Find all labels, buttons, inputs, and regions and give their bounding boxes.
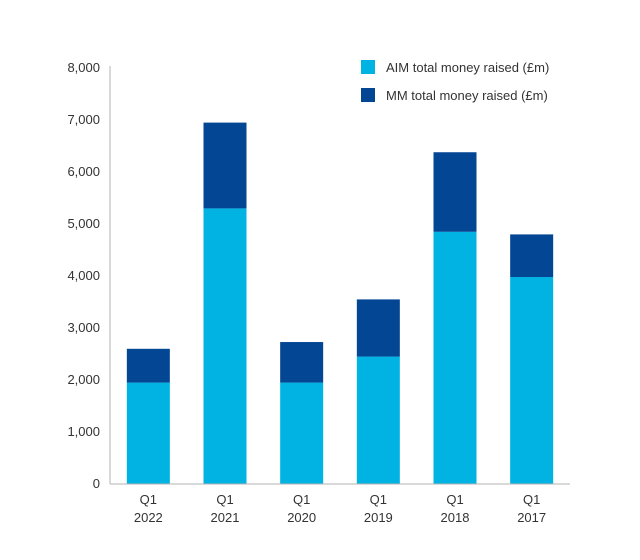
legend-swatch — [361, 60, 375, 74]
bar-segment-aim — [203, 208, 247, 484]
y-tick-label: 3,000 — [67, 320, 100, 335]
bar-segment-mm — [126, 348, 170, 383]
x-tick-label-quarter: Q1 — [523, 492, 540, 507]
legend: AIM total money raised (£m) MM total mone… — [361, 60, 549, 103]
x-tick-label-quarter: Q1 — [293, 492, 310, 507]
y-axis: 0 1,000 2,000 3,000 4,000 5,000 6,000 7,000 8,00… — [67, 60, 111, 491]
bar-segment-mm — [203, 122, 247, 209]
x-tick-label-quarter: Q1 — [370, 492, 387, 507]
x-tick-label-year: 2019 — [364, 510, 393, 525]
x-tick-label-quarter: Q1 — [140, 492, 157, 507]
legend-label: MM total money raised (£m) — [386, 88, 548, 103]
x-tick-label-year: 2020 — [287, 510, 316, 525]
y-tick-label: 2,000 — [67, 372, 100, 387]
y-tick-label: 6,000 — [67, 164, 100, 179]
x-tick-label-quarter: Q1 — [216, 492, 233, 507]
bar-segment-aim — [356, 356, 400, 484]
x-axis: Q1 2022 Q1 2021 Q1 2020 Q1 2019 Q1 2018 Q1 2017 — [110, 483, 570, 525]
bar-segment-aim — [280, 382, 324, 484]
bar-segment-aim — [510, 277, 554, 484]
x-tick-label-year: 2022 — [134, 510, 163, 525]
x-tick-label-quarter: Q1 — [446, 492, 463, 507]
bar-segment-aim — [433, 231, 477, 484]
x-tick-label-year: 2017 — [517, 510, 546, 525]
y-tick-label: 5,000 — [67, 216, 100, 231]
bar-segment-mm — [510, 234, 554, 278]
bar-segment-mm — [356, 299, 400, 357]
y-tick-label: 1,000 — [67, 424, 100, 439]
bar-segment-aim — [126, 382, 170, 484]
x-tick-label-year: 2018 — [441, 510, 470, 525]
y-tick-label: 4,000 — [67, 268, 100, 283]
y-tick-label: 0 — [93, 476, 100, 491]
bars — [126, 122, 554, 484]
bar-segment-mm — [280, 342, 324, 383]
y-tick-label: 7,000 — [67, 112, 100, 127]
legend-label: AIM total money raised (£m) — [386, 60, 549, 75]
bar-segment-mm — [433, 152, 477, 232]
x-tick-label-year: 2021 — [211, 510, 240, 525]
y-tick-label: 8,000 — [67, 60, 100, 75]
legend-swatch — [361, 88, 375, 102]
